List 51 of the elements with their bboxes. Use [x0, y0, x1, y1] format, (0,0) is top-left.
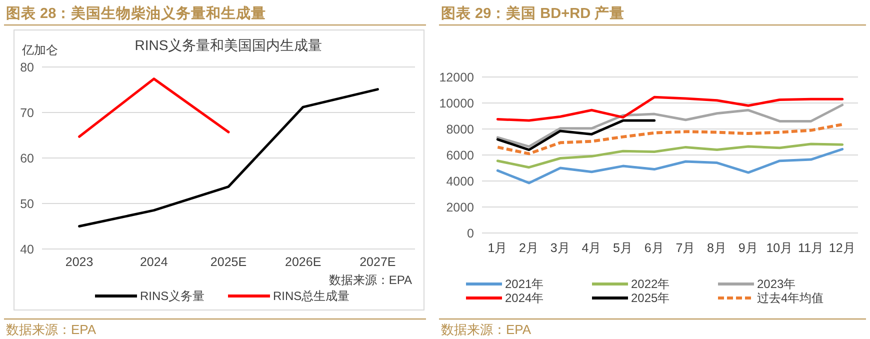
line-series [78, 88, 379, 228]
y-axis-title: 亿加仑 [21, 43, 58, 57]
line-series [496, 148, 844, 184]
x-tick-label: 11月 [798, 241, 824, 255]
source-note: 数据来源：EPA [6, 322, 96, 337]
y-tick-label: 50 [20, 197, 34, 211]
chart-title: 图表 29：美国 BD+RD 产量 [441, 4, 625, 22]
source-note: 数据来源：EPA [441, 322, 532, 337]
y-tick-label: 0 [467, 226, 474, 240]
legend-label: RINS义务量 [140, 289, 205, 303]
x-tick-label: 4月 [582, 241, 602, 255]
line-series [496, 96, 844, 122]
line-series [496, 122, 844, 156]
x-tick-label: 9月 [738, 241, 758, 255]
x-tick-label: 2023 [65, 255, 94, 269]
legend-label: 过去4年均值 [757, 291, 824, 305]
line-series [496, 104, 844, 148]
x-tick-label: 2025E [210, 255, 247, 269]
y-tick-label: 40 [20, 242, 34, 256]
y-tick-label: 12000 [439, 70, 474, 84]
chart-title: 图表 28：美国生物柴油义务量和生成量 [6, 4, 266, 22]
y-tick-label: 4000 [446, 174, 474, 188]
x-tick-label: 7月 [676, 241, 696, 255]
x-tick-label: 1月 [488, 241, 508, 255]
x-tick-label: 2月 [519, 241, 539, 255]
chart-subtitle: RINS义务量和美国国内生成量 [134, 37, 322, 53]
y-tick-label: 70 [20, 106, 34, 120]
legend-label: 2025年 [631, 291, 670, 305]
y-tick-label: 2000 [446, 200, 474, 214]
y-tick-label: 6000 [446, 148, 474, 162]
x-tick-label: 3月 [550, 241, 570, 255]
y-tick-label: 80 [20, 60, 34, 74]
legend-label: 2023年 [757, 277, 796, 291]
y-tick-label: 8000 [446, 122, 474, 136]
x-tick-label: 2024 [140, 255, 168, 269]
source-note: 数据来源：EPA [328, 273, 412, 287]
x-tick-label: 6月 [644, 241, 664, 255]
x-tick-label: 10月 [766, 241, 794, 255]
y-tick-label: 60 [20, 152, 34, 166]
x-tick-label: 2027E [360, 255, 396, 269]
legend-label: RINS总生成量 [273, 289, 350, 303]
x-tick-label: 5月 [613, 241, 633, 255]
legend-label: 2024年 [505, 291, 544, 305]
legend-label: 2022年 [631, 277, 670, 291]
line-series [496, 142, 844, 169]
x-tick-label: 2026E [285, 255, 322, 269]
x-tick-label: 12月 [828, 241, 856, 255]
legend-label: 2021年 [505, 277, 544, 291]
x-tick-label: 8月 [707, 241, 727, 255]
line-series [496, 119, 656, 152]
y-tick-label: 10000 [439, 96, 474, 110]
